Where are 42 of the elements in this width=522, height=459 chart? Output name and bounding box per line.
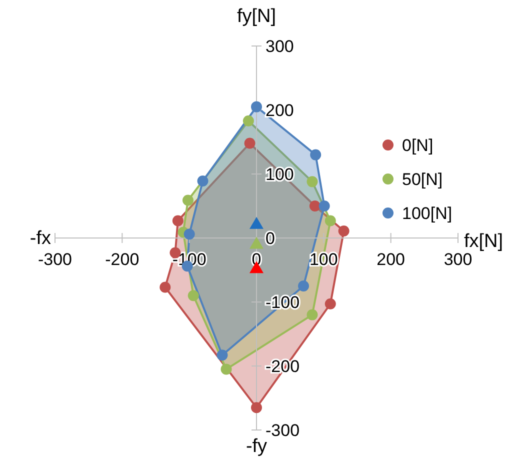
y-tick-label: 200 [266,101,294,120]
x-tick-label: -200 [105,250,140,269]
point [184,228,195,240]
point [306,309,318,320]
point [160,282,171,293]
point [324,215,336,226]
x-axis-title: fx[N] [464,231,504,252]
point [324,298,336,310]
y-tick-label: -300 [266,421,300,440]
x-tick-label: -300 [38,250,72,269]
point [250,216,264,229]
point [242,115,254,126]
point [251,101,262,112]
point [250,236,264,249]
point [172,215,184,226]
x-tick-label: 200 [376,250,406,269]
y-tick-label: 300 [266,37,294,56]
y-tick-label: 0 [266,229,275,248]
text: -fx [30,228,52,249]
point [306,176,318,188]
legend-label: 50[N] [402,170,443,189]
x-tick-label: 300 [444,250,472,269]
point [182,194,194,206]
y-tick-label: -200 [266,357,300,376]
point [251,402,262,414]
text: -fy [246,436,268,457]
point [244,138,256,149]
point [318,200,330,212]
point [310,149,322,160]
legend-label: 0[N] [402,136,434,155]
y-tick-label: -100 [266,293,300,312]
point [298,280,310,292]
point [216,350,228,361]
point [220,364,232,375]
point [197,176,208,187]
x-tick-label: 100 [309,250,338,269]
legend-label: 100[N] [402,204,452,223]
y-tick-label: 100 [266,165,294,184]
y-axis-title: fy[N] [236,6,276,27]
point [338,225,350,236]
point [309,200,320,212]
point [188,290,199,302]
